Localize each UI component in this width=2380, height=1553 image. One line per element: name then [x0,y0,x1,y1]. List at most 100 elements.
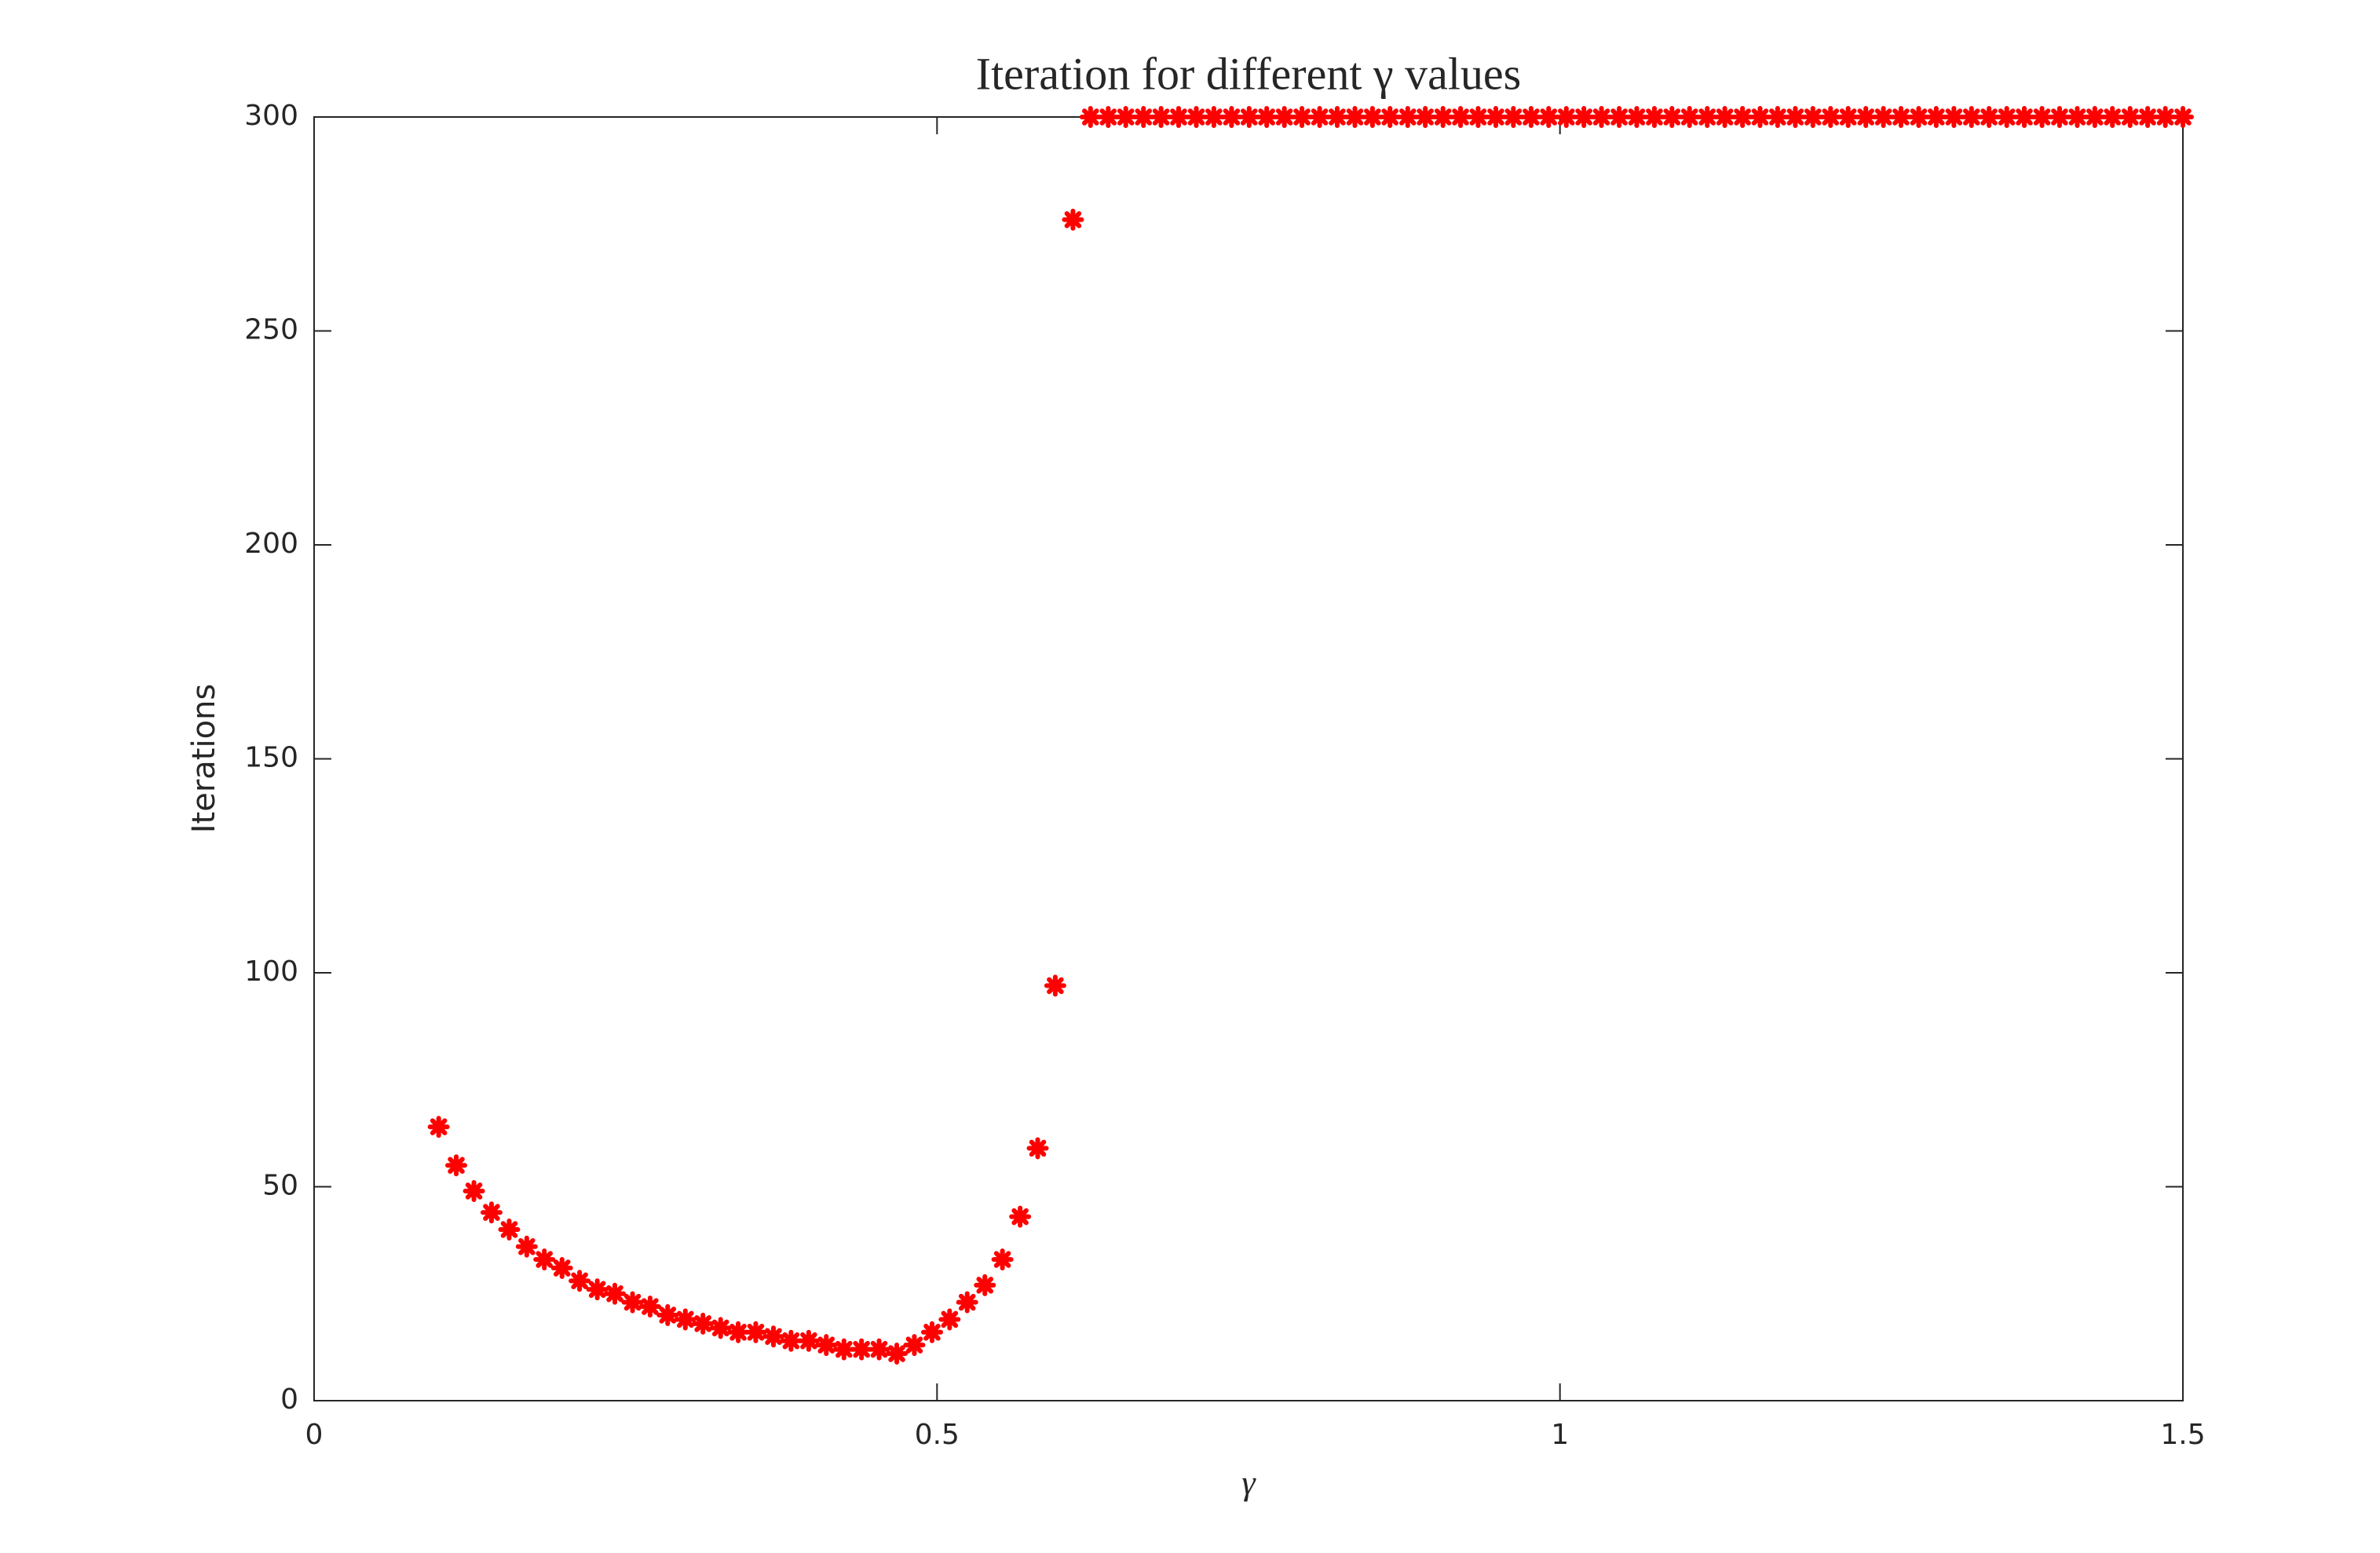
y-axis-label: Iterations [186,684,222,834]
point [2083,106,2106,128]
point [638,1295,661,1318]
point [1291,106,1314,128]
point [1379,106,1402,128]
point [2137,106,2159,128]
point [1414,106,1437,128]
point [1661,106,1684,128]
point [1819,106,1842,128]
point [1450,106,1472,128]
point [1889,106,1912,128]
y-tick-label: 300 [244,100,298,132]
point [1238,106,1260,128]
point [780,1329,802,1352]
point [498,1219,521,1241]
point [1978,106,2001,128]
point [832,1338,855,1361]
point [1114,106,1137,128]
point [1713,106,1736,128]
point [1026,1137,1049,1160]
point [1960,106,1983,128]
point [1925,106,1947,128]
point [445,1154,468,1177]
point [1608,106,1631,128]
point [1555,106,1578,128]
point [956,1291,978,1314]
point [1062,208,1084,231]
point [1097,106,1120,128]
point [1431,106,1454,128]
point [533,1248,556,1271]
point [515,1235,538,1258]
point [674,1308,696,1331]
point [815,1334,838,1357]
point [1766,106,1789,128]
point [727,1321,750,1343]
point [1590,106,1613,128]
point [1855,106,1877,128]
y-tick-label: 150 [244,742,298,774]
y-tick-label: 250 [244,314,298,346]
point [709,1317,732,1339]
point [2101,106,2124,128]
point [1484,106,1507,128]
point [462,1179,485,1202]
point [1678,106,1701,128]
point [656,1304,679,1326]
x-axis-label: γ [1241,1463,1256,1502]
point [427,1116,450,1138]
point [1044,974,1066,997]
y-tick-label: 200 [244,528,298,560]
point [1696,106,1719,128]
x-tick-label: 1 [1551,1419,1569,1451]
point [920,1321,943,1343]
y-tick-label: 0 [280,1383,298,1416]
x-tick-label: 0 [305,1419,324,1451]
point [2031,106,2053,128]
point [1079,106,1102,128]
point [1361,106,1384,128]
chart-title: Iteration for different γ values [976,48,1522,99]
point [1519,106,1542,128]
point [1202,106,1225,128]
point [1502,106,1525,128]
point [2172,106,2194,128]
point [1150,106,1172,128]
point [1167,106,1190,128]
point [1995,106,2018,128]
point [692,1312,715,1335]
point [797,1329,820,1352]
point [762,1325,785,1348]
point [868,1338,890,1361]
point [621,1291,644,1314]
point [604,1282,627,1305]
point [1132,106,1155,128]
point [2066,106,2089,128]
point [1784,106,1807,128]
point [1467,106,1490,128]
point [1872,106,1895,128]
point [1625,106,1648,128]
point [991,1248,1014,1271]
point [2013,106,2036,128]
point [1837,106,1859,128]
y-tick-label: 50 [262,1170,298,1202]
point [1731,106,1754,128]
point [1273,106,1296,128]
point [1256,106,1278,128]
point [1325,106,1348,128]
point [1308,106,1331,128]
point [1643,106,1665,128]
point [850,1338,873,1361]
point [1537,106,1560,128]
point [744,1321,767,1343]
point [550,1257,573,1280]
point [1344,106,1366,128]
point [903,1334,926,1357]
y-tick-label: 100 [244,956,298,988]
point [886,1343,908,1365]
x-tick-label: 1.5 [2160,1419,2205,1451]
point [1943,106,1965,128]
point [1185,106,1208,128]
point [1220,106,1243,128]
